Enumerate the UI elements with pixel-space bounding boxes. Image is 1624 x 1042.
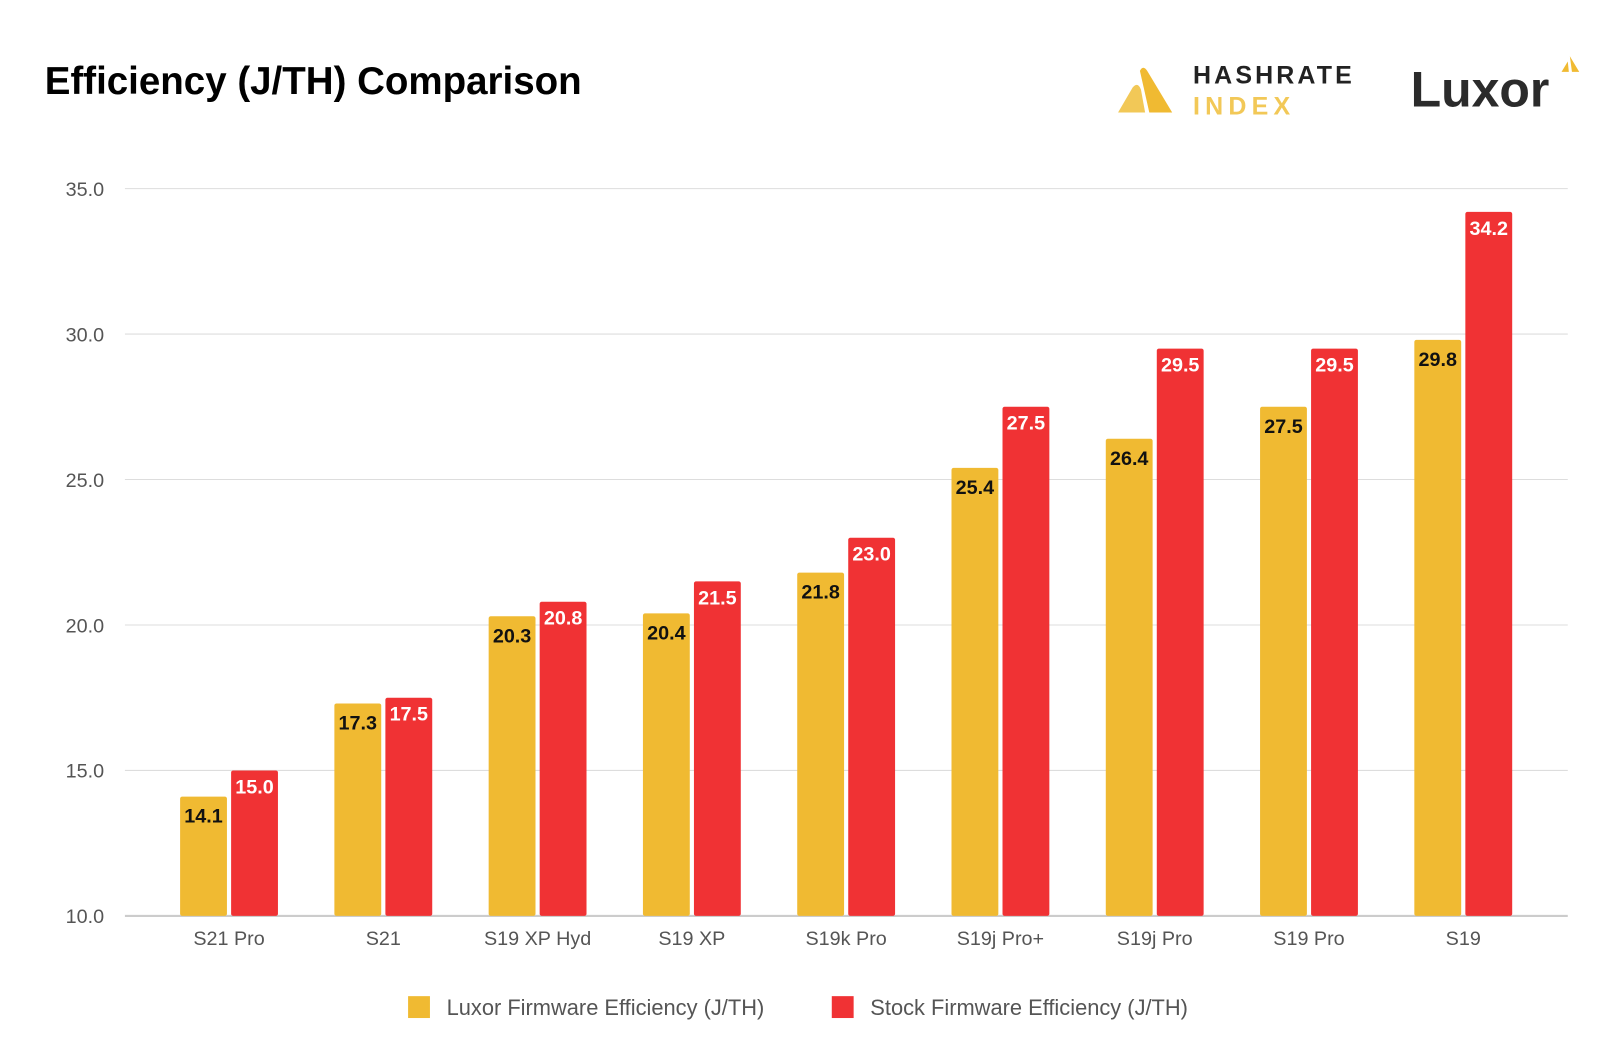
bar-luxor xyxy=(1414,339,1462,916)
x-tick-label: S19k Pro xyxy=(806,928,887,950)
hashrate-logo-small-triangle-icon xyxy=(1118,84,1146,113)
data-label: 20.3 xyxy=(493,625,531,647)
data-label: 25.4 xyxy=(956,477,994,499)
y-tick-label: 10.0 xyxy=(66,906,104,928)
chart-title: Efficiency (J/TH) Comparison xyxy=(45,60,582,103)
legend-swatch-stock xyxy=(831,996,854,1019)
bar-luxor xyxy=(334,703,382,916)
bar-stock xyxy=(385,697,433,916)
y-tick-label: 20.0 xyxy=(66,615,104,637)
data-label: 34.2 xyxy=(1470,218,1508,240)
bar-stock xyxy=(1311,348,1358,916)
bar-stock xyxy=(693,581,741,916)
x-axis-labels: S21 Pro S21 S19 XP Hyd S19 XP S19k Pro S19j P… xyxy=(193,928,1481,950)
bars: 14.1 15.0 17.3 17.5 20.3 20.8 20.4 21.5 21.8 23.0… xyxy=(180,211,1513,916)
y-tick-label: 25.0 xyxy=(66,470,104,492)
legend-label-luxor: Luxor Firmware Efficiency (J/TH) xyxy=(447,995,765,1020)
bar-stock xyxy=(848,537,896,916)
x-tick-label: S19j Pro xyxy=(1117,928,1193,950)
legend-swatch-luxor xyxy=(408,996,430,1019)
bar-stock xyxy=(539,601,587,916)
data-label: 27.5 xyxy=(1007,413,1045,435)
data-label: 26.4 xyxy=(1110,448,1148,470)
luxor-logo-mark-icon xyxy=(1561,56,1580,72)
x-tick-label: S19j Pro+ xyxy=(957,928,1044,950)
y-tick-label: 30.0 xyxy=(66,324,104,346)
hashrate-logo-text: HASHRATE xyxy=(1193,61,1355,89)
x-tick-label: S19 XP xyxy=(658,928,725,950)
bar-stock xyxy=(1002,406,1050,916)
data-label: 15.0 xyxy=(235,776,273,798)
legend: Luxor Firmware Efficiency (J/TH) Stock F… xyxy=(408,995,1188,1020)
bar-stock xyxy=(1465,211,1513,916)
x-tick-label: S21 xyxy=(366,928,401,950)
hashrate-index-logo: HASHRATE INDEX xyxy=(1118,61,1355,121)
bar-luxor xyxy=(951,467,999,916)
data-label: 14.1 xyxy=(184,806,222,828)
data-label: 29.8 xyxy=(1419,349,1457,371)
data-label: 23.0 xyxy=(852,544,890,566)
bar-luxor xyxy=(1105,438,1153,916)
bar-luxor xyxy=(488,616,536,916)
y-tick-label: 35.0 xyxy=(66,179,104,201)
data-label: 20.8 xyxy=(544,608,582,630)
y-tick-label: 15.0 xyxy=(66,761,104,783)
bar-luxor xyxy=(797,572,845,916)
bar-luxor xyxy=(1260,406,1307,916)
hashrate-logo-subtext: INDEX xyxy=(1193,93,1295,121)
bar-stock xyxy=(1156,348,1204,916)
data-label: 20.4 xyxy=(647,622,685,644)
data-label: 29.5 xyxy=(1161,355,1199,377)
x-tick-label: S21 Pro xyxy=(193,928,264,950)
luxor-logo-text: Luxor xyxy=(1411,61,1550,117)
data-label: 21.8 xyxy=(801,582,839,604)
data-label: 29.5 xyxy=(1315,355,1353,377)
luxor-logo: Luxor xyxy=(1411,56,1580,117)
data-label: 17.3 xyxy=(339,713,377,735)
hashrate-logo-large-triangle-icon xyxy=(1139,67,1173,113)
x-tick-label: S19 XP Hyd xyxy=(484,928,591,950)
bar-stock xyxy=(231,770,278,916)
data-label: 27.5 xyxy=(1264,416,1302,438)
bar-luxor xyxy=(180,796,227,916)
bar-luxor xyxy=(642,613,690,916)
data-label: 21.5 xyxy=(698,587,736,609)
x-tick-label: S19 Pro xyxy=(1273,928,1344,950)
data-label: 17.5 xyxy=(390,704,428,726)
legend-label-stock: Stock Firmware Efficiency (J/TH) xyxy=(870,995,1188,1020)
x-tick-label: S19 xyxy=(1446,928,1481,950)
